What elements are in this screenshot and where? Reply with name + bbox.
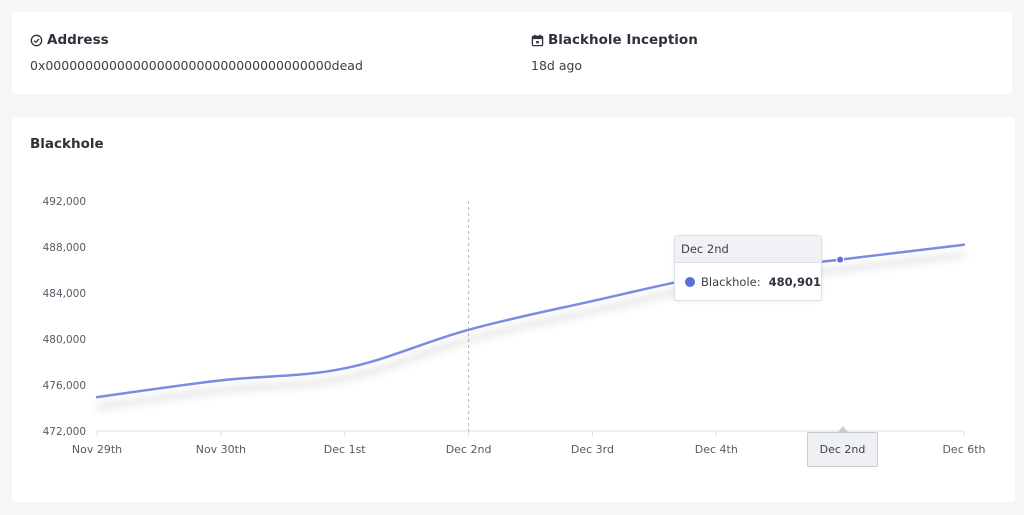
address-section: Address 0x000000000000000000000000000000… (30, 32, 363, 73)
address-value[interactable]: 0x000000000000000000000000000000000000de… (30, 58, 363, 73)
calendar-icon (531, 34, 544, 46)
inception-section: Blackhole Inception 18d ago (531, 32, 698, 73)
y-tick-label: 492,000 (43, 196, 86, 208)
tooltip-value: 480,901 (768, 274, 821, 289)
chart-card: Blackhole 472,000 476,000 480,000 484,000 48… (12, 117, 1015, 502)
y-tick-label: 488,000 (43, 242, 86, 254)
tooltip-date: Dec 2nd (675, 236, 821, 263)
series-line-blackhole (95, 243, 966, 399)
x-crosshair-label-arrow (838, 426, 848, 432)
tooltip-series-dot (685, 276, 695, 287)
tooltip-row: Blackhole: 480,901 (675, 263, 821, 300)
marker-layer (836, 255, 845, 264)
active-point-marker (836, 255, 845, 264)
x-crosshair-label: Dec 2nd (807, 432, 878, 467)
y-axis: 472,000 476,000 480,000 484,000 488,000 492,0… (43, 196, 86, 438)
x-tick-label: Nov 30th (196, 443, 246, 456)
inception-label: Blackhole Inception (548, 32, 698, 48)
chart-title: Blackhole (30, 136, 104, 152)
inception-value: 18d ago (531, 58, 583, 73)
x-tick-label: Dec 4th (695, 443, 738, 456)
address-label: Address (47, 32, 109, 48)
y-tick-label: 472,000 (43, 426, 86, 438)
x-tick-label: Nov 29th (72, 443, 122, 456)
tooltip-series-label: Blackhole: (701, 274, 761, 289)
address-heading: Address (30, 32, 363, 48)
chart-tooltip: Dec 2nd Blackhole: 480,901 (674, 235, 822, 301)
series-blackhole (95, 243, 966, 411)
check-circle-icon (30, 34, 43, 46)
x-tick-label: Dec 1st (324, 443, 367, 456)
inception-heading: Blackhole Inception (531, 32, 698, 48)
x-axis: Nov 29th Nov 30th Dec 1st Dec 2nd Dec 3rd Dec… (72, 430, 986, 456)
y-tick-label: 476,000 (43, 380, 86, 392)
blackhole-chart[interactable]: 472,000 476,000 480,000 484,000 488,000 492,0… (12, 117, 1015, 502)
y-tick-label: 480,000 (43, 334, 86, 346)
y-tick-label: 484,000 (43, 288, 86, 300)
x-tick-label: Dec 2nd (446, 443, 492, 456)
x-tick-label: Dec 6th (942, 443, 985, 456)
x-tick-label: Dec 3rd (571, 443, 614, 456)
info-card: Address 0x000000000000000000000000000000… (12, 12, 1012, 94)
series-line-shadow (96, 251, 965, 411)
